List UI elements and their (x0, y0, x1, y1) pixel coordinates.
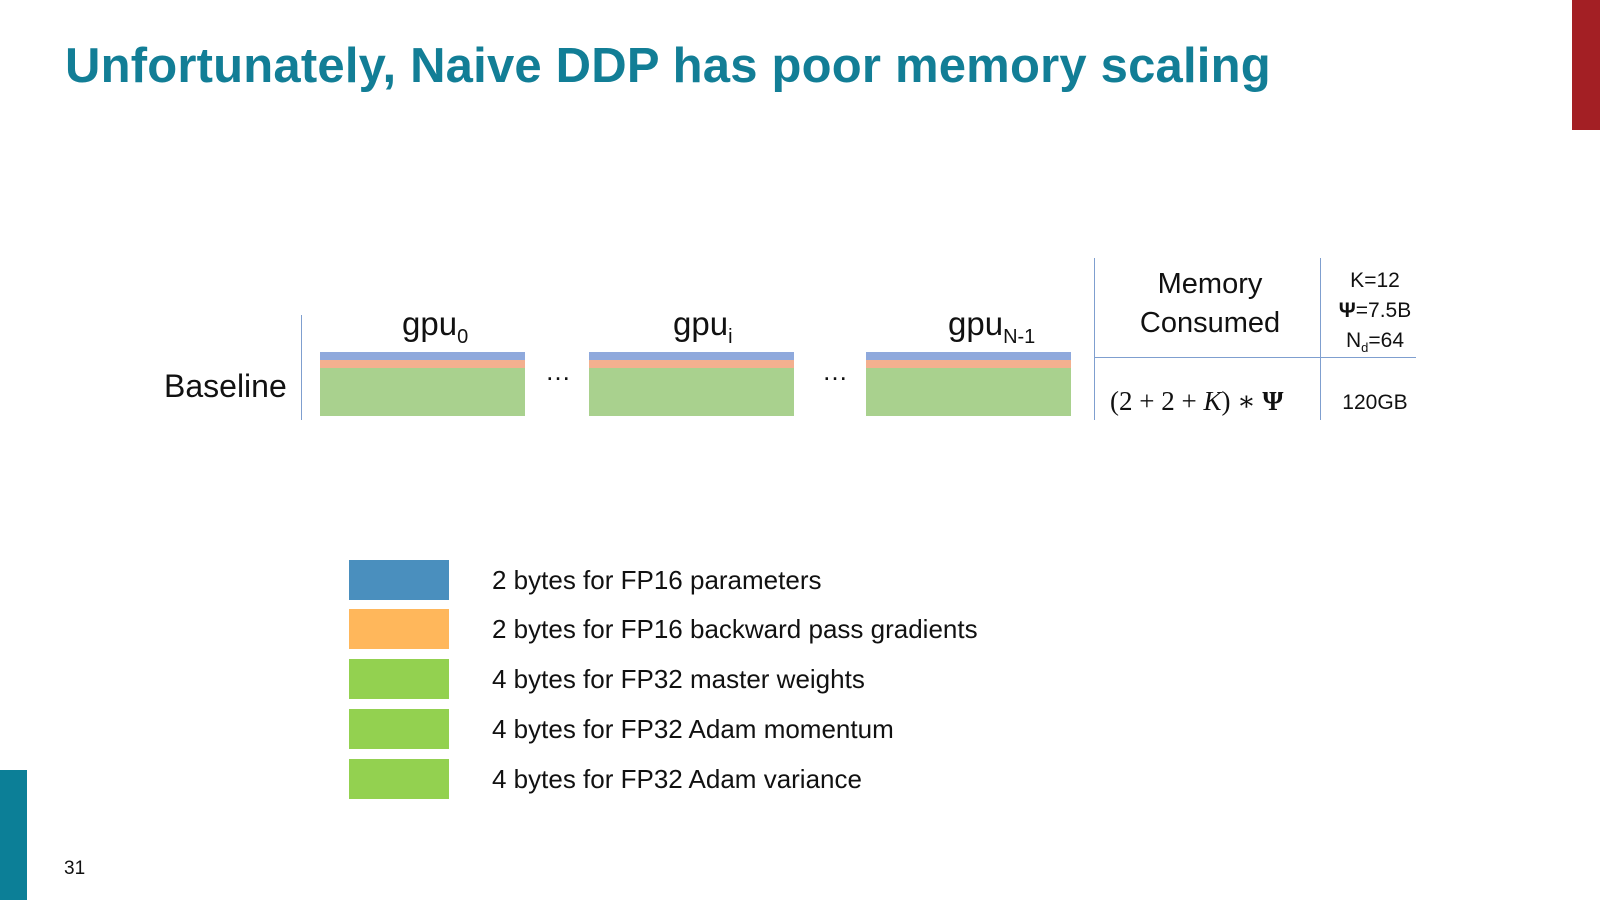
optimizer-segment (320, 368, 525, 416)
gpu-0-subscript: 0 (457, 326, 469, 348)
params-segment (589, 352, 794, 360)
accent-bar-bottom (0, 770, 27, 900)
legend-swatch (349, 560, 449, 600)
gpu-0-memory-bar (320, 352, 525, 416)
baseline-label: Baseline (164, 368, 287, 404)
gpu-i-memory-bar (589, 352, 794, 416)
gpu-n-1-label: gpuN-1 (948, 305, 1035, 349)
gpu-0-name: gpu (402, 305, 458, 342)
legend-swatch (349, 659, 449, 699)
model-params: K=12 Ψ=7.5B Nd=64 (1320, 266, 1430, 363)
formula-close: ) ∗ (1221, 386, 1263, 416)
gpu-i-name: gpu (673, 305, 729, 342)
param-k: K=12 (1320, 266, 1430, 296)
param-psi: Ψ=7.5B (1320, 296, 1430, 326)
params-segment (320, 352, 525, 360)
gpu-i-label: gpui (673, 305, 733, 349)
optimizer-segment (866, 368, 1071, 416)
formula-open: (2 + 2 + (1110, 386, 1204, 416)
table-header-rule (1094, 357, 1416, 358)
legend-label: 2 bytes for FP16 backward pass gradients (492, 614, 978, 644)
param-k-label: K (1350, 269, 1365, 292)
formula-k: K (1203, 386, 1222, 416)
accent-bar-top (1572, 0, 1600, 130)
ellipsis-2: … (822, 356, 848, 386)
param-nd: Nd=64 (1320, 326, 1430, 363)
params-segment (866, 352, 1071, 360)
legend-label: 4 bytes for FP32 Adam variance (492, 764, 862, 794)
param-k-value: =12 (1364, 269, 1400, 292)
param-psi-value: =7.5B (1355, 299, 1412, 322)
slide-title: Unfortunately, Naive DDP has poor memory… (65, 39, 1271, 93)
gpu-n-1-subscript: N-1 (1003, 326, 1036, 348)
grads-segment (320, 360, 525, 368)
label-divider (301, 315, 302, 420)
param-nd-label: N (1345, 329, 1362, 352)
legend-swatch (349, 759, 449, 799)
memory-value: 120GB (1342, 391, 1408, 414)
gpu-i-subscript: i (728, 326, 733, 348)
table-divider-right (1320, 258, 1321, 420)
param-psi-label: Ψ (1338, 299, 1356, 322)
grads-segment (866, 360, 1071, 368)
formula-psi: Ψ (1262, 386, 1284, 416)
table-divider-left (1094, 258, 1095, 420)
param-nd-sub: d (1361, 340, 1369, 355)
legend-label: 4 bytes for FP32 master weights (492, 664, 865, 694)
page-number: 31 (64, 858, 86, 879)
legend-swatch (349, 609, 449, 649)
gpu-n-1-name: gpu (948, 305, 1004, 342)
legend-label: 2 bytes for FP16 parameters (492, 565, 822, 595)
legend-label: 4 bytes for FP32 Adam momentum (492, 714, 894, 744)
optimizer-segment (589, 368, 794, 416)
grads-segment (589, 360, 794, 368)
gpu-n-1-memory-bar (866, 352, 1071, 416)
ellipsis-1: … (545, 356, 571, 386)
legend-swatch (349, 709, 449, 749)
memory-formula: (2 + 2 + K) ∗ Ψ (1110, 386, 1283, 417)
gpu-0-label: gpu0 (402, 305, 468, 349)
param-nd-value: =64 (1368, 329, 1405, 352)
memory-consumed-header: Memory Consumed (1139, 268, 1281, 339)
